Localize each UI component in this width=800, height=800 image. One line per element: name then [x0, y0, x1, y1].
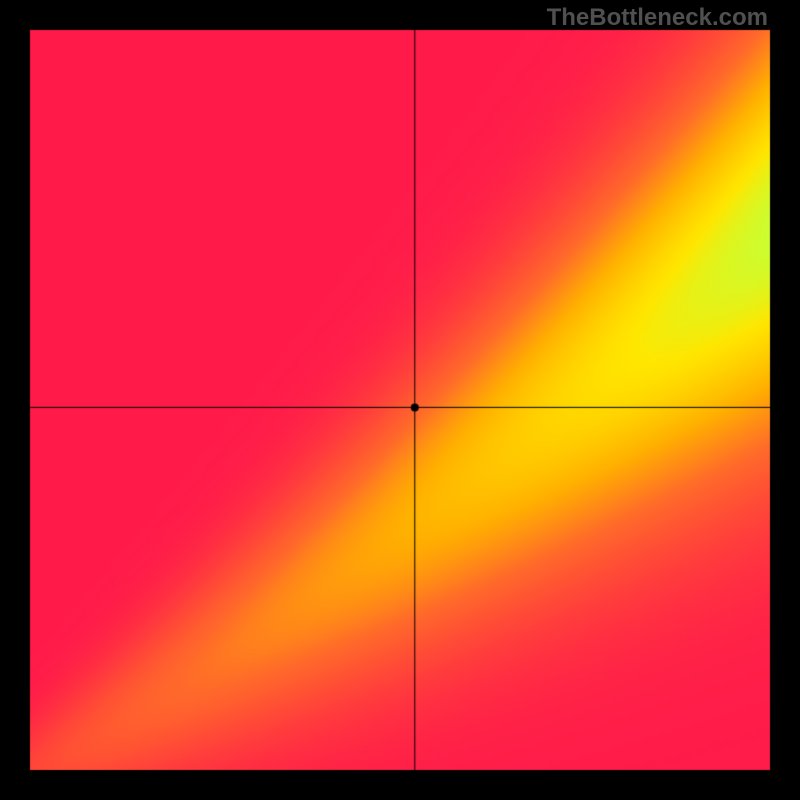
- heatmap-canvas: [0, 0, 800, 800]
- chart-root: TheBottleneck.com: [0, 0, 800, 800]
- watermark-text: TheBottleneck.com: [547, 4, 768, 32]
